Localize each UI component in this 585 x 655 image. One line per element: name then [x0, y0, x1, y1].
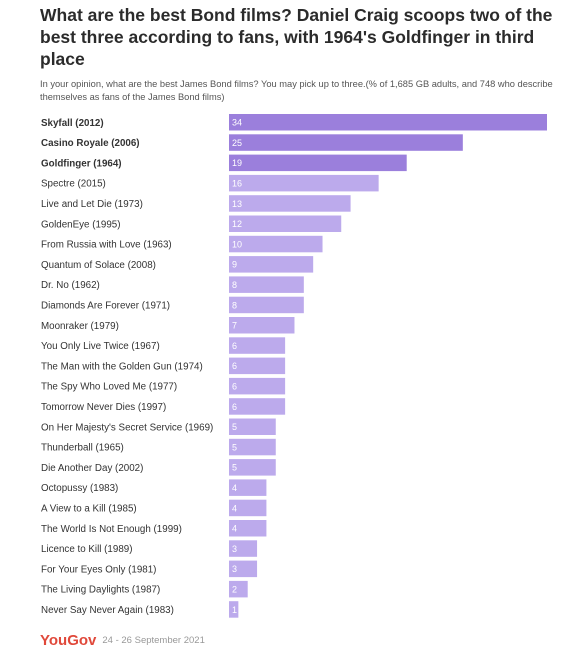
bar [229, 438, 276, 456]
bar [229, 459, 276, 476]
bar [229, 256, 314, 273]
category-label: Spectre (2015) [41, 179, 106, 190]
bar-value-label: 9 [232, 260, 237, 270]
bar-value-label: 34 [232, 118, 242, 128]
category-label: The Man with the Golden Gun (1974) [41, 361, 203, 372]
bar [229, 377, 286, 395]
bar-value-label: 8 [232, 300, 237, 310]
category-label: A View to a Kill (1985) [41, 503, 137, 514]
bar-value-label: 4 [232, 524, 237, 534]
category-label: On Her Majesty's Secret Service (1969) [41, 422, 213, 433]
bar [229, 540, 258, 557]
bar-value-label: 3 [232, 564, 237, 574]
bar [229, 195, 351, 212]
bar [229, 134, 463, 151]
bar [229, 235, 323, 253]
bar [229, 398, 286, 415]
category-label: Live and Let Die (1973) [41, 199, 143, 210]
category-label: From Russia with Love (1963) [41, 240, 172, 251]
bar-value-label: 6 [232, 361, 237, 371]
category-label: You Only Live Twice (1967) [41, 341, 160, 352]
bar-value-label: 4 [232, 503, 237, 513]
category-label: Thunderball (1965) [41, 443, 124, 454]
bar-value-label: 12 [232, 219, 242, 229]
bar [229, 154, 407, 172]
bar-value-label: 13 [232, 199, 242, 209]
bar-value-label: 2 [232, 584, 237, 594]
bar [229, 499, 267, 517]
yougov-logo: YouGov [40, 631, 97, 649]
category-label: Goldfinger (1964) [41, 158, 122, 169]
category-label: The Living Daylights (1987) [41, 585, 160, 596]
bar-value-label: 6 [232, 341, 237, 351]
category-label: The World Is Not Enough (1999) [41, 524, 182, 535]
bar-value-label: 5 [232, 422, 237, 432]
category-label: Skyfall (2012) [41, 118, 104, 129]
footer: YouGov 24 - 26 September 2021 [40, 631, 205, 649]
category-label: Casino Royale (2006) [41, 138, 140, 149]
bar-value-label: 8 [232, 280, 237, 290]
chart-subtitle: In your opinion, what are the best James… [40, 79, 553, 102]
bar [229, 296, 304, 314]
bar [229, 418, 276, 435]
bar [229, 520, 267, 537]
bar-value-label: 10 [232, 239, 242, 249]
category-label: Dr. No (1962) [41, 280, 100, 291]
bar [229, 337, 286, 354]
bar-value-label: 16 [232, 178, 242, 188]
category-label: Moonraker (1979) [41, 321, 119, 332]
category-label: For Your Eyes Only (1981) [41, 564, 156, 575]
chart-title: What are the best Bond films? Daniel Cra… [40, 5, 553, 69]
category-label: The Spy Who Loved Me (1977) [41, 382, 177, 393]
category-label: Tomorrow Never Dies (1997) [41, 402, 166, 413]
survey-date: 24 - 26 September 2021 [102, 634, 205, 646]
bar-value-label: 19 [232, 158, 242, 168]
category-label: Diamonds Are Forever (1971) [41, 300, 170, 311]
bar [229, 601, 239, 618]
bar [229, 276, 304, 293]
category-label: Quantum of Solace (2008) [41, 260, 156, 271]
bar-value-label: 1 [232, 605, 237, 615]
bar-value-label: 5 [232, 463, 237, 473]
bar [229, 174, 379, 192]
bar-value-label: 25 [232, 138, 242, 148]
bar-value-label: 3 [232, 544, 237, 554]
category-label: Octopussy (1983) [41, 483, 118, 494]
bar-value-label: 5 [232, 442, 237, 452]
bar [229, 580, 248, 598]
category-label: GoldenEye (1995) [41, 219, 121, 230]
bar [229, 357, 286, 375]
bar-value-label: 6 [232, 402, 237, 412]
bar-value-label: 4 [232, 483, 237, 493]
bar-value-label: 7 [232, 321, 237, 331]
bar-value-label: 6 [232, 381, 237, 391]
bar [229, 317, 295, 334]
bar [229, 215, 342, 232]
category-label: Die Another Day (2002) [41, 463, 143, 474]
category-label: Licence to Kill (1989) [41, 544, 133, 555]
category-label: Never Say Never Again (1983) [41, 605, 174, 616]
bar [229, 114, 547, 131]
bar [229, 560, 258, 578]
bar [229, 479, 267, 496]
